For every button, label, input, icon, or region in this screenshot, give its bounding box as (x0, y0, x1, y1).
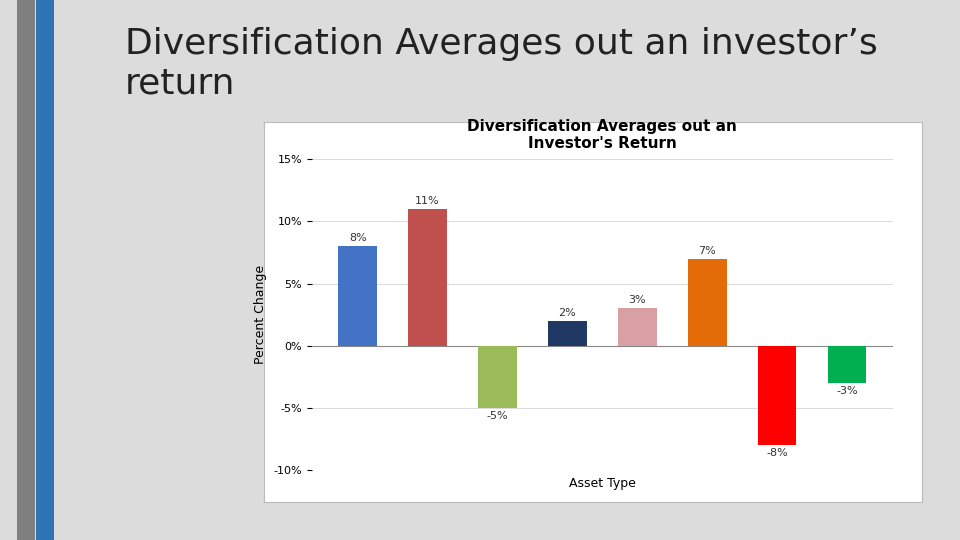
Text: -8%: -8% (766, 448, 788, 458)
Y-axis label: Percent Change: Percent Change (253, 265, 267, 364)
Bar (478, 346, 516, 408)
Bar (828, 346, 866, 383)
Text: -5%: -5% (487, 411, 508, 421)
Bar (688, 259, 727, 346)
Text: 11%: 11% (416, 196, 440, 206)
Text: Diversification Averages out an investor’s
return: Diversification Averages out an investor… (125, 27, 877, 100)
Title: Diversification Averages out an
Investor's Return: Diversification Averages out an Investor… (468, 119, 737, 151)
Bar (408, 209, 446, 346)
Text: 2%: 2% (559, 308, 576, 318)
Text: 7%: 7% (699, 246, 716, 255)
Text: 8%: 8% (348, 233, 367, 243)
Bar (338, 246, 377, 346)
Bar (618, 308, 657, 346)
X-axis label: Asset Type: Asset Type (569, 477, 636, 490)
Bar (548, 321, 587, 346)
Text: -3%: -3% (836, 386, 858, 396)
Text: 3%: 3% (629, 295, 646, 305)
Bar (758, 346, 797, 445)
